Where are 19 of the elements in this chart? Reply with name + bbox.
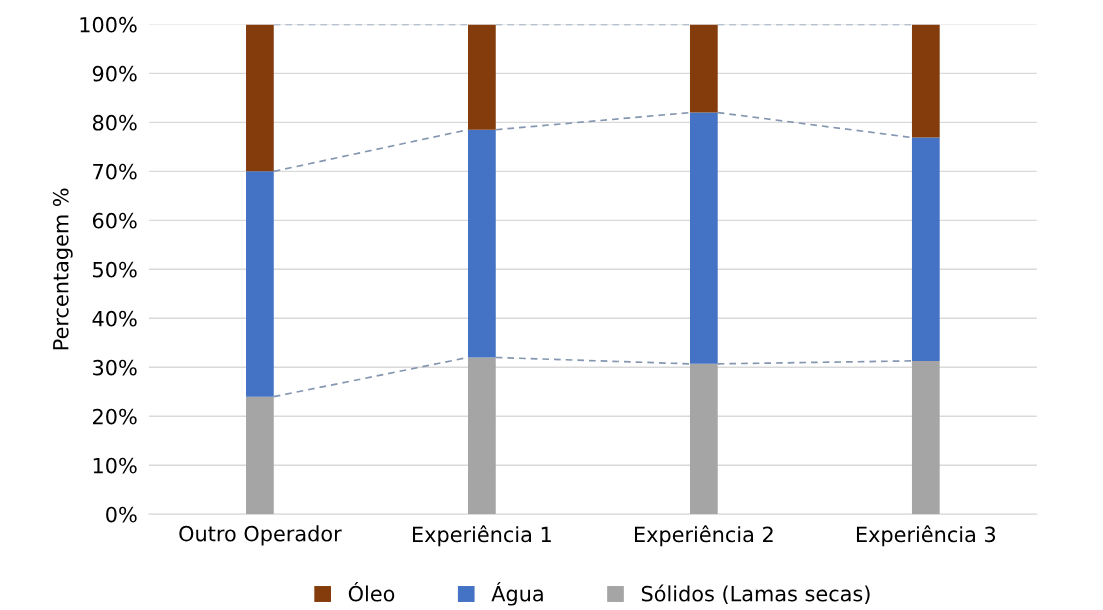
x-tick-label: Experiência 2 xyxy=(635,525,773,547)
legend-label: Água xyxy=(491,581,543,606)
y-tick-label: 30% xyxy=(93,359,137,376)
legend-label: Sólidos (Lamas secas) xyxy=(641,584,870,604)
y-tick-label: 10% xyxy=(93,457,137,474)
y-tick-label: 60% xyxy=(92,212,137,229)
x-tick-label: Experiência 3 xyxy=(856,525,996,547)
legend-label: Óleo xyxy=(348,581,395,602)
x-tick-label: Experiência 1 xyxy=(413,525,551,547)
y-tick-label: 0% xyxy=(106,506,137,523)
y-axis-title: Percentagem % xyxy=(52,188,73,350)
y-tick-label: 80% xyxy=(92,114,137,131)
y-tick-label: 20% xyxy=(93,408,137,425)
y-tick-label: 40% xyxy=(92,310,137,327)
y-tick-label: 90% xyxy=(92,65,137,82)
y-tick-label: 70% xyxy=(93,163,137,180)
y-tick-label: 50% xyxy=(93,261,137,278)
x-tick-label: Outro Operador xyxy=(179,525,342,546)
y-tick-label: 100% xyxy=(80,16,137,33)
